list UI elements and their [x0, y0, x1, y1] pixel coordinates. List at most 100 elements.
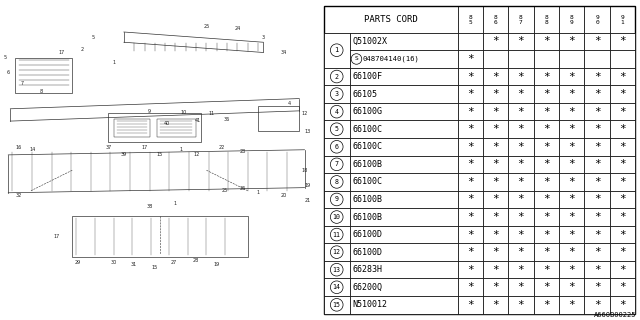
- Bar: [350, 278, 458, 296]
- Text: 40: 40: [164, 121, 170, 126]
- Text: *: *: [543, 142, 550, 152]
- Bar: [610, 68, 635, 85]
- Text: *: *: [518, 247, 524, 257]
- Text: *: *: [467, 124, 474, 134]
- Bar: [324, 120, 350, 138]
- Text: *: *: [467, 265, 474, 275]
- Bar: [534, 296, 559, 314]
- Bar: [584, 138, 610, 156]
- Text: *: *: [594, 282, 600, 292]
- Text: *: *: [467, 142, 474, 152]
- Text: 66100B: 66100B: [353, 212, 383, 221]
- Text: *: *: [594, 247, 600, 257]
- Bar: [72, 216, 248, 257]
- Bar: [534, 6, 559, 33]
- Text: 66100C: 66100C: [353, 142, 383, 151]
- Bar: [559, 173, 584, 191]
- Text: *: *: [492, 212, 499, 222]
- Text: 8
7: 8 7: [519, 14, 523, 25]
- Bar: [350, 208, 458, 226]
- Bar: [508, 261, 534, 278]
- Bar: [559, 208, 584, 226]
- Text: *: *: [619, 282, 626, 292]
- Bar: [584, 156, 610, 173]
- Text: *: *: [594, 177, 600, 187]
- Text: *: *: [594, 265, 600, 275]
- Bar: [350, 261, 458, 278]
- Bar: [559, 243, 584, 261]
- Text: *: *: [543, 195, 550, 204]
- Text: 8
6: 8 6: [493, 14, 497, 25]
- Bar: [584, 33, 610, 50]
- Text: N510012: N510012: [353, 300, 387, 309]
- Text: 7: 7: [21, 81, 24, 86]
- Text: 12: 12: [193, 152, 199, 157]
- Bar: [559, 6, 584, 33]
- Text: *: *: [594, 212, 600, 222]
- Text: *: *: [543, 159, 550, 169]
- Bar: [559, 226, 584, 243]
- Bar: [610, 120, 635, 138]
- Bar: [610, 50, 635, 68]
- Text: *: *: [594, 72, 600, 82]
- Bar: [483, 50, 508, 68]
- Text: 66100B: 66100B: [353, 195, 383, 204]
- Text: 5: 5: [335, 126, 339, 132]
- Bar: [559, 296, 584, 314]
- Text: 9: 9: [148, 109, 151, 114]
- Text: 1: 1: [335, 47, 339, 53]
- Bar: [610, 296, 635, 314]
- Bar: [350, 85, 458, 103]
- Bar: [610, 226, 635, 243]
- Text: 30: 30: [111, 260, 116, 265]
- Bar: [610, 156, 635, 173]
- Bar: [584, 85, 610, 103]
- Text: *: *: [467, 177, 474, 187]
- Text: 5: 5: [4, 55, 7, 60]
- Bar: [610, 191, 635, 208]
- Bar: [584, 226, 610, 243]
- Bar: [483, 191, 508, 208]
- Bar: [508, 50, 534, 68]
- Text: 66100C: 66100C: [353, 177, 383, 186]
- Text: *: *: [467, 159, 474, 169]
- Text: 048704140(16): 048704140(16): [363, 56, 420, 62]
- Text: 21: 21: [305, 198, 311, 204]
- Bar: [610, 173, 635, 191]
- Text: 5: 5: [92, 35, 95, 40]
- Bar: [559, 120, 584, 138]
- Text: 66283H: 66283H: [353, 265, 383, 274]
- Text: *: *: [518, 212, 524, 222]
- Text: 1: 1: [179, 147, 182, 152]
- Text: *: *: [619, 265, 626, 275]
- Bar: [610, 261, 635, 278]
- Bar: [584, 208, 610, 226]
- Text: 38: 38: [147, 204, 153, 209]
- Bar: [534, 191, 559, 208]
- Text: 66100D: 66100D: [353, 230, 383, 239]
- Text: *: *: [518, 265, 524, 275]
- Text: 26: 26: [239, 186, 246, 191]
- Text: *: *: [543, 300, 550, 310]
- Bar: [508, 173, 534, 191]
- Text: *: *: [492, 107, 499, 117]
- Text: 4: 4: [335, 109, 339, 115]
- Text: *: *: [492, 229, 499, 240]
- Bar: [258, 106, 300, 131]
- Bar: [534, 85, 559, 103]
- Text: 14: 14: [333, 284, 340, 290]
- Bar: [584, 103, 610, 120]
- Bar: [458, 50, 483, 68]
- Text: *: *: [543, 282, 550, 292]
- Text: *: *: [467, 107, 474, 117]
- Text: *: *: [543, 124, 550, 134]
- Text: 66100G: 66100G: [353, 107, 383, 116]
- Text: *: *: [568, 247, 575, 257]
- Text: 24: 24: [234, 27, 241, 31]
- Text: *: *: [492, 159, 499, 169]
- Text: *: *: [568, 107, 575, 117]
- Text: *: *: [518, 72, 524, 82]
- Bar: [483, 278, 508, 296]
- Text: 9
0: 9 0: [595, 14, 599, 25]
- Bar: [324, 173, 350, 191]
